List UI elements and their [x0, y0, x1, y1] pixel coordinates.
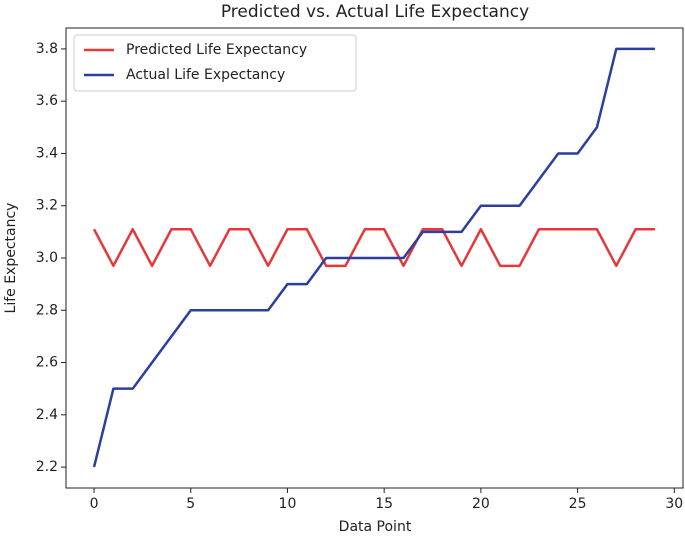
x-tick-label: 20: [472, 496, 490, 512]
legend-label: Predicted Life Expectancy: [126, 42, 307, 58]
y-tick-label: 3.6: [36, 93, 58, 109]
legend-label: Actual Life Expectancy: [126, 67, 285, 83]
y-axis-label: Life Expectancy: [3, 203, 19, 314]
x-tick-label: 5: [186, 496, 195, 512]
y-tick-label: 2.6: [36, 355, 58, 371]
series-line: [92, 228, 655, 268]
y-tick-label: 3.4: [36, 145, 58, 161]
x-tick-label: 25: [569, 496, 587, 512]
y-tick-label: 2.2: [36, 459, 58, 475]
y-tick-label: 3.0: [36, 250, 58, 266]
y-tick-label: 3.8: [36, 41, 58, 57]
series-line: [92, 47, 655, 468]
x-tick-label: 30: [665, 496, 683, 512]
x-tick-label: 10: [279, 496, 297, 512]
x-tick-label: 15: [375, 496, 393, 512]
y-tick-label: 2.4: [36, 407, 58, 423]
y-tick-label: 3.2: [36, 198, 58, 214]
chart-title: Predicted vs. Actual Life Expectancy: [221, 2, 529, 22]
legend-box: [73, 34, 357, 92]
plot-frame: [65, 27, 684, 489]
y-tick-label: 2.8: [36, 302, 58, 318]
x-tick-label: 0: [90, 496, 99, 512]
x-axis-label: Data Point: [339, 519, 412, 535]
